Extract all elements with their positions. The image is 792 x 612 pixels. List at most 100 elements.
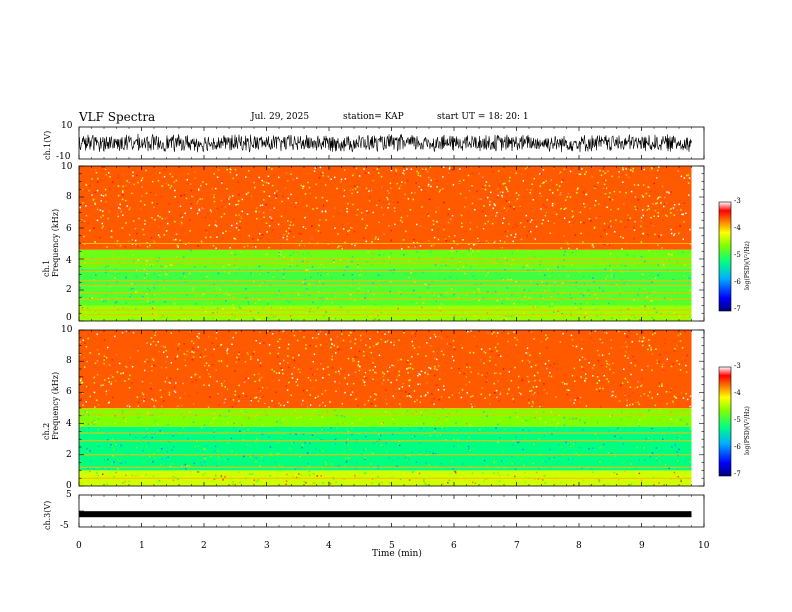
spectrogram-pixel: [385, 450, 388, 453]
spectrogram-pixel: [498, 277, 501, 280]
spectrogram-pixel: [592, 303, 594, 306]
spectrogram-pixel: [371, 201, 374, 203]
spectrogram-pixel: [82, 414, 85, 416]
spectrogram-pixel: [237, 203, 239, 206]
spectrogram-pixel: [397, 201, 399, 204]
spectrogram-pixel: [452, 359, 455, 362]
spectrogram-pixel: [135, 262, 138, 264]
spectrogram-pixel: [469, 465, 472, 468]
spectrogram-pixel: [157, 179, 160, 182]
spectrogram-pixel: [411, 435, 414, 438]
spectrogram-pixel: [493, 460, 495, 462]
spectrogram-pixel: [421, 206, 423, 208]
spectrogram-pixel: [245, 395, 248, 397]
spectrogram-pixel: [440, 462, 442, 465]
spectrogram-pixel: [217, 169, 220, 171]
spectrogram-pixel: [362, 379, 364, 381]
spectrogram-pixel: [149, 191, 152, 194]
spectrogram-pixel: [418, 185, 420, 188]
spectrogram-pixel: [421, 168, 424, 170]
spectrogram-pixel: [515, 447, 517, 450]
spectrogram-pixel: [428, 366, 430, 369]
spectrogram-pixel: [111, 290, 113, 292]
spectrogram-pixel: [279, 338, 281, 341]
spectrogram-pixel: [436, 186, 438, 188]
spectrogram-pixel: [472, 196, 474, 198]
spectrogram-pixel: [516, 224, 518, 227]
spectrogram-pixel: [567, 206, 570, 208]
spectrogram-pixel: [222, 232, 224, 234]
spectrogram-pixel: [271, 400, 273, 402]
spectrogram-pixel: [532, 393, 535, 396]
spectrogram-pixel: [485, 240, 488, 242]
spectrogram-pixel: [496, 211, 498, 214]
spectrogram-pixel: [529, 191, 532, 194]
spectrogram-pixel: [393, 423, 395, 425]
spectrogram-pixel: [215, 369, 217, 372]
spectrogram-pixel: [147, 297, 149, 299]
spectrogram-pixel: [535, 293, 538, 295]
spectrogram-pixel: [563, 319, 565, 321]
spectrogram-pixel: [265, 203, 267, 206]
spectrogram-pixel: [232, 195, 234, 197]
spectrogram-pixel: [186, 350, 188, 352]
spectrogram-pixel: [166, 217, 169, 219]
spectrogram-pixel: [231, 343, 233, 346]
spectrogram-pixel: [213, 194, 215, 196]
spectrogram-pixel: [551, 185, 554, 187]
spectrogram-pixel: [578, 173, 580, 175]
spectrogram-pixel: [607, 468, 609, 471]
spectrogram-pixel: [456, 429, 458, 431]
spectrogram-pixel: [680, 417, 682, 419]
spectrogram-pixel: [491, 251, 493, 254]
spectrogram-pixel: [602, 290, 604, 292]
spectrogram-pixel: [513, 401, 515, 403]
spectrogram-pixel: [493, 260, 496, 262]
spectrogram-pixel: [156, 465, 159, 468]
spectrogram-pixel: [363, 402, 366, 405]
spectrogram-pixel: [472, 185, 474, 188]
spectrogram-pixel: [554, 483, 557, 485]
spectrogram-pixel: [271, 385, 273, 387]
spectrogram-pixel: [319, 330, 322, 333]
spectrogram-pixel: [381, 371, 384, 374]
spectrogram-pixel: [395, 287, 398, 289]
spectrogram-pixel: [138, 422, 141, 425]
spectrogram-pixel: [483, 362, 485, 365]
spectrogram-pixel: [221, 181, 223, 183]
spectrogram-pixel: [161, 458, 164, 460]
spectrogram-pixel: [663, 203, 666, 205]
spectrogram-pixel: [382, 375, 385, 378]
spectrogram-pixel: [393, 344, 395, 346]
spectrogram-pixel: [369, 380, 372, 383]
spectrogram-pixel: [197, 445, 200, 447]
spectrogram-pixel: [418, 296, 421, 299]
spectrogram-pixel: [581, 366, 583, 368]
spectrogram-pixel: [151, 365, 153, 367]
spectrogram-pixel: [438, 268, 441, 271]
spectrogram-pixel: [367, 399, 370, 402]
spectrogram-pixel: [217, 271, 219, 274]
spectrogram-pixel: [505, 194, 508, 197]
spectrogram-pixel: [145, 263, 147, 266]
spectrogram-pixel: [119, 444, 122, 446]
spectrogram-pixel: [545, 206, 547, 208]
spectrogram-pixel: [276, 476, 279, 479]
spectrogram-pixel: [395, 254, 397, 257]
spectrogram-pixel: [387, 379, 389, 381]
spectrogram-pixel: [379, 434, 382, 437]
spectrogram-pixel: [606, 275, 608, 277]
spectrogram-pixel: [330, 343, 333, 345]
spectrogram-pixel: [436, 384, 438, 386]
spectrogram-pixel: [556, 368, 559, 370]
spectrogram-pixel: [493, 391, 496, 394]
spectrogram-pixel: [581, 168, 583, 170]
spectrogram-pixel: [301, 444, 304, 446]
spectrogram-pixel: [538, 273, 540, 276]
spectrogram-pixel: [375, 286, 378, 289]
spectrogram-pixel: [395, 222, 398, 224]
spectrogram-pixel: [174, 357, 177, 360]
spectrogram-pixel: [328, 374, 330, 376]
spectrogram-pixel: [192, 195, 194, 198]
spectrogram-pixel: [493, 472, 495, 475]
